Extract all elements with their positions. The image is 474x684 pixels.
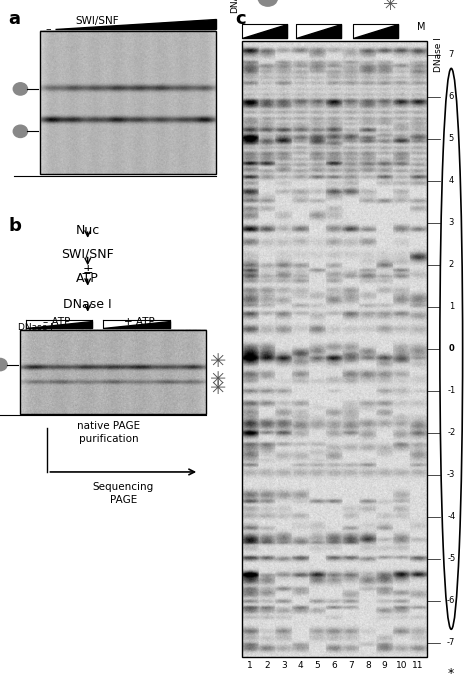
Text: native PAGE
purification: native PAGE purification [77, 421, 141, 444]
Text: DNase I: DNase I [434, 38, 443, 73]
Text: 2: 2 [264, 661, 270, 670]
Text: 4: 4 [298, 661, 303, 670]
Text: Nuc: Nuc [75, 224, 100, 237]
Text: -1: -1 [447, 386, 456, 395]
Text: 11: 11 [412, 661, 424, 670]
Text: ✳: ✳ [327, 0, 342, 3]
Text: -7: -7 [447, 638, 456, 648]
Text: ✳: ✳ [210, 379, 226, 398]
Text: 7: 7 [348, 661, 354, 670]
Text: -2: -2 [447, 428, 456, 437]
Text: DNase I: DNase I [18, 323, 53, 332]
Text: ✳: ✳ [210, 370, 226, 389]
Polygon shape [353, 24, 398, 38]
Text: a: a [9, 10, 20, 28]
Text: 2: 2 [448, 261, 454, 269]
Text: 5: 5 [448, 134, 454, 143]
Text: SWI/SNF: SWI/SNF [76, 16, 119, 25]
Text: 3: 3 [448, 218, 454, 227]
Text: ±: ± [82, 263, 93, 276]
Bar [242, 41, 427, 657]
Text: DNase I: DNase I [64, 298, 112, 311]
Text: ✳: ✳ [383, 0, 399, 14]
Text: 0: 0 [448, 344, 454, 354]
Text: 6: 6 [448, 92, 454, 101]
Polygon shape [26, 321, 92, 328]
Ellipse shape [258, 0, 277, 6]
Text: 1: 1 [247, 661, 253, 670]
Ellipse shape [13, 125, 27, 137]
Polygon shape [296, 24, 341, 38]
Text: *: * [448, 667, 455, 680]
Text: –: – [45, 24, 51, 34]
Text: 5: 5 [314, 661, 320, 670]
Text: M: M [417, 23, 425, 32]
Text: ATP: ATP [76, 272, 99, 285]
Text: DNA: DNA [230, 0, 239, 13]
Text: b: b [9, 217, 21, 235]
Text: 4: 4 [448, 176, 454, 185]
Polygon shape [103, 321, 170, 328]
Text: 3: 3 [281, 661, 287, 670]
Text: -5: -5 [447, 555, 456, 564]
Text: c: c [236, 10, 246, 28]
Text: 7: 7 [448, 50, 454, 60]
Text: -4: -4 [447, 512, 456, 521]
Bar [20, 330, 206, 414]
Ellipse shape [0, 358, 7, 371]
Bar [40, 31, 216, 174]
Ellipse shape [440, 68, 463, 629]
Text: – ATP: – ATP [43, 317, 71, 327]
Text: 6: 6 [331, 661, 337, 670]
Text: 10: 10 [396, 661, 407, 670]
Text: 1: 1 [448, 302, 454, 311]
Text: SWI/SNF: SWI/SNF [61, 248, 114, 261]
Text: ✳: ✳ [210, 352, 226, 371]
Polygon shape [242, 24, 287, 38]
Text: Sequencing
PAGE: Sequencing PAGE [92, 482, 154, 505]
Text: 9: 9 [382, 661, 387, 670]
Text: 8: 8 [365, 661, 371, 670]
Text: -6: -6 [447, 596, 456, 605]
Text: + ATP: + ATP [125, 317, 155, 327]
Text: -3: -3 [447, 471, 456, 479]
Polygon shape [55, 19, 216, 29]
Ellipse shape [13, 83, 27, 95]
